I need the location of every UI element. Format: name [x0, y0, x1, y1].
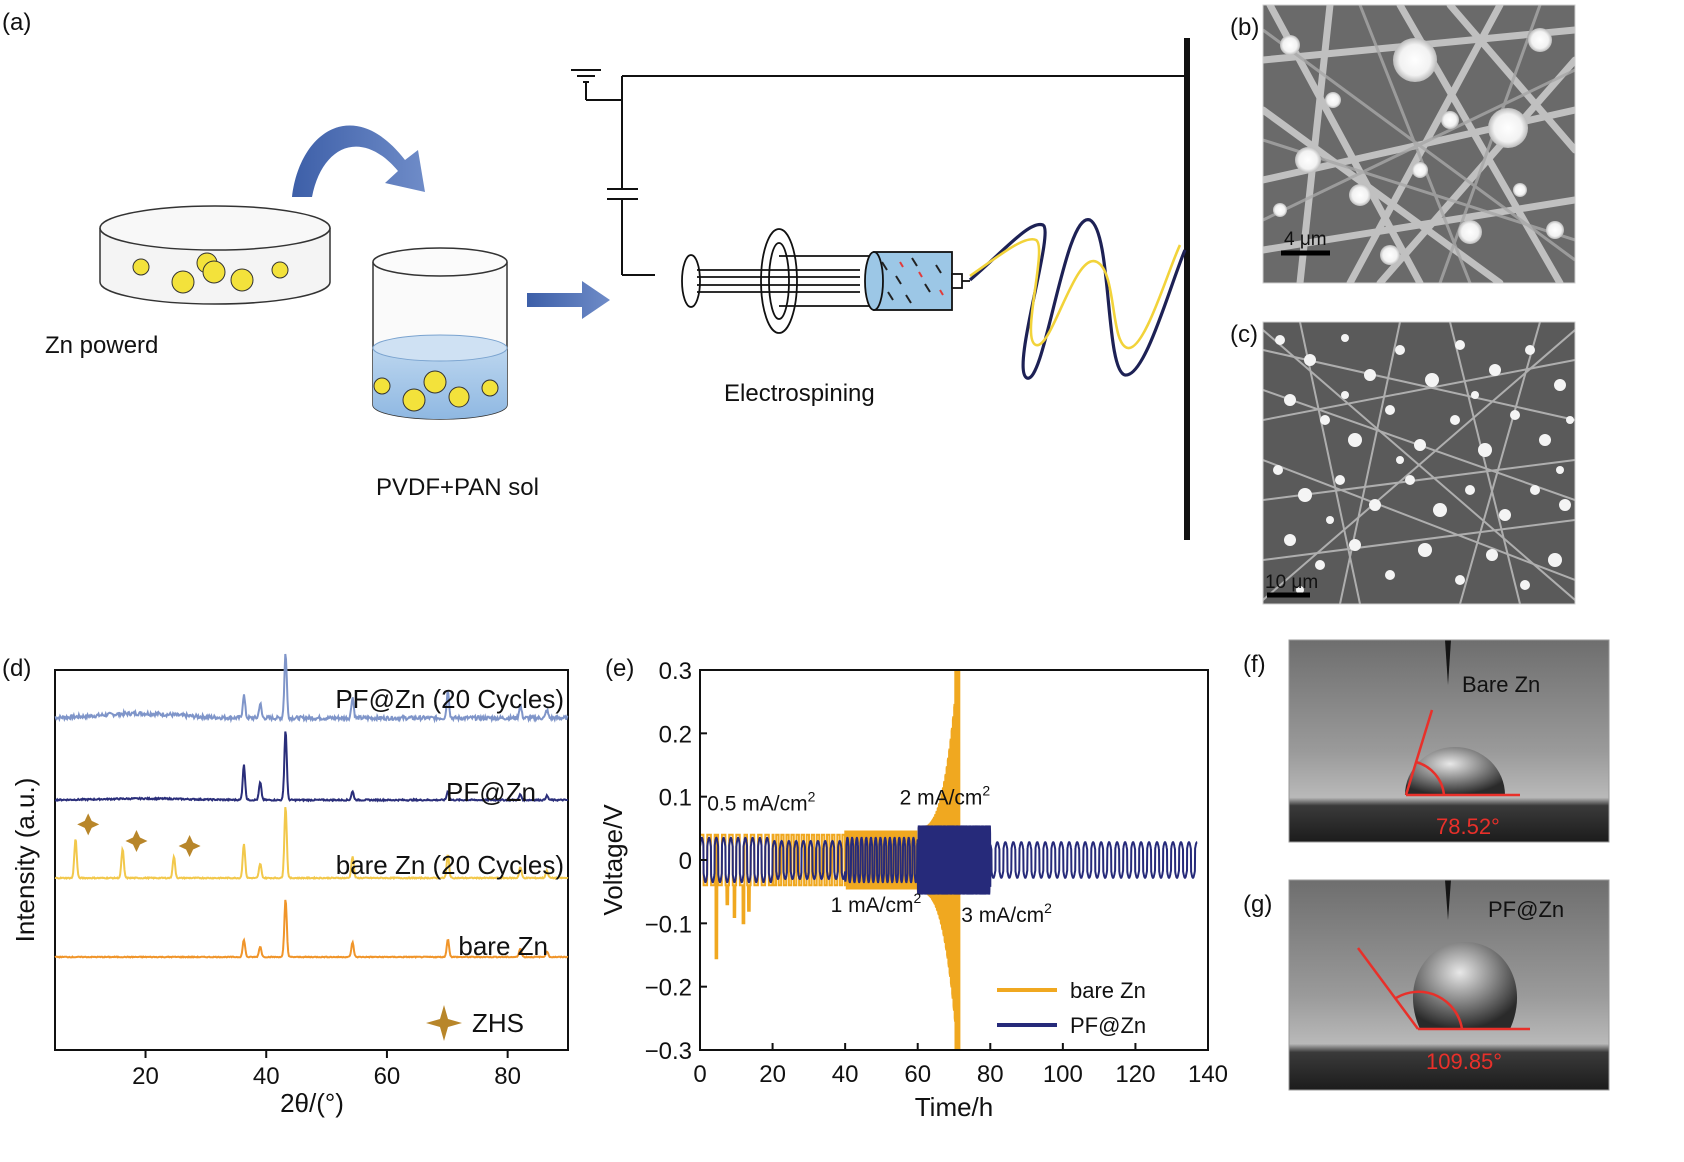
xrd-y-axis-label: Intensity (a.u.): [10, 778, 40, 943]
right-arrow-icon: [527, 281, 610, 319]
voltage-x-axis-label: Time/h: [915, 1092, 994, 1122]
voltage-y-tick-label: −0.3: [645, 1038, 692, 1065]
panel-label-c: (c): [1230, 321, 1258, 348]
panel-label-f: (f): [1243, 651, 1266, 678]
current-density-annotation: 3 mA/cm2: [961, 900, 1052, 927]
voltage-y-tick-label: 0.1: [659, 785, 692, 812]
voltage-lines-group: [699, 669, 1198, 1051]
curved-arrow-icon: [292, 125, 425, 197]
panel-label-d: (d): [2, 655, 31, 682]
solution-label: PVDF+PAN sol: [376, 474, 539, 501]
xrd-zhs-legend: ZHS: [426, 1005, 524, 1041]
xrd-line-pfzn: [54, 731, 569, 803]
panel-e: (e) 0 20 40 60 80 100 120 140 −0.3 −0.2 −0.1 0 0.1 0.…: [598, 655, 1228, 1122]
zn-powder-label: Zn powerd: [45, 332, 158, 359]
scale-label-c: 10 μm: [1265, 572, 1318, 593]
panel-c: (c): [1230, 321, 1576, 605]
angle-lines-g: [1356, 947, 1530, 1031]
zhs-marker-icon: [125, 829, 148, 852]
legend-label-pf-zn: PF@Zn: [1070, 1013, 1146, 1038]
petri-dish-icon: [99, 205, 331, 305]
current-density-annotation: 1 mA/cm2: [831, 890, 922, 917]
electrospinning-label: Electrospining: [724, 380, 875, 407]
zhs-marker-icon: [178, 835, 201, 857]
voltage-annotations: 0.5 mA/cm2 2 mA/cm2 1 mA/cm2 3 mA/cm2: [707, 782, 1052, 927]
contact-angle-image-f: [1289, 640, 1609, 842]
legend-label-bare-zn: bare Zn: [1070, 978, 1146, 1003]
xrd-line-bare-cycled: [54, 807, 569, 881]
zhs-star-icon: [426, 1005, 462, 1041]
voltage-x-tick-label: 40: [832, 1061, 859, 1088]
xrd-x-tick-label: 20: [132, 1063, 159, 1090]
xrd-frame: [54, 669, 569, 1051]
sem-image-c: [1263, 322, 1575, 604]
panel-label-b: (b): [1230, 14, 1259, 41]
voltage-x-tick-label: 80: [977, 1061, 1004, 1088]
panel-d: (d) 20 40 60 80 2θ/(°) Intensity (a.u.) PF@…: [2, 653, 569, 1118]
voltage-y-tick-label: −0.2: [645, 975, 692, 1002]
circuit-wiring: [571, 69, 1187, 276]
angle-lines-f: [1404, 709, 1520, 797]
current-density-annotation: 0.5 mA/cm2: [707, 789, 815, 816]
current-density-annotation: 2 mA/cm2: [900, 782, 991, 809]
xrd-x-tick-label: 40: [253, 1063, 280, 1090]
voltage-x-tick-label: 0: [693, 1061, 706, 1088]
pf-zn-label-g: PF@Zn: [1488, 897, 1564, 922]
xrd-line-bare: [54, 899, 569, 959]
xrd-series-group: [54, 653, 569, 959]
voltage-y-axis-label: Voltage/V: [598, 804, 628, 916]
voltage-line-bare-zn: [700, 669, 961, 1051]
xrd-series-labels: PF@Zn (20 Cycles) PF@Zn bare Zn (20 Cycl…: [335, 684, 564, 961]
voltage-legend: bare Zn PF@Zn: [997, 978, 1146, 1038]
voltage-x-tick-label: 20: [759, 1061, 786, 1088]
xrd-x-tick-label: 60: [374, 1063, 401, 1090]
panel-f: (f) Bare Zn 78.52°: [1243, 639, 1610, 843]
voltage-line-pf-zn: [699, 825, 1198, 895]
bare-zn-label-f: Bare Zn: [1462, 672, 1540, 697]
contact-angle-image-g: [1289, 880, 1609, 1090]
voltage-y-tick-label: 0.3: [659, 658, 692, 685]
voltage-x-tick-label: 100: [1043, 1061, 1083, 1088]
voltage-x-tick-label: 120: [1115, 1061, 1155, 1088]
beaker-icon: [372, 247, 508, 420]
voltage-x-tick-label: 140: [1188, 1061, 1228, 1088]
sem-image-b: [1263, 5, 1575, 283]
xrd-label-pfzn: PF@Zn: [446, 777, 536, 807]
voltage-y-tick-label: 0.2: [659, 721, 692, 748]
zhs-marker-icon: [77, 813, 100, 836]
scale-label-b: 4 μm: [1284, 229, 1327, 250]
voltage-axes: 0 20 40 60 80 100 120 140 −0.3 −0.2 −0.1 0 0.1 0.2 0.3: [645, 658, 1228, 1088]
fiber-jet-dark: [968, 218, 1187, 380]
panel-b: (b): [1230, 4, 1576, 284]
zhs-legend-label: ZHS: [472, 1008, 524, 1038]
panel-label-a: (a): [2, 9, 31, 36]
xrd-x-tick-label: 80: [494, 1063, 521, 1090]
xrd-x-axis-label: 2θ/(°): [280, 1088, 344, 1118]
xrd-line-pfzn-cycled: [54, 653, 569, 724]
xrd-x-axis: 20 40 60 80: [132, 1050, 521, 1090]
xrd-label-bare-cycled: bare Zn (20 Cycles): [336, 850, 564, 880]
voltage-x-tick-label: 60: [904, 1061, 931, 1088]
angle-value-f: 78.52°: [1436, 814, 1500, 839]
panel-a: (a) Zn powerd PVDF+PAN sol: [2, 9, 1190, 540]
panel-label-e: (e): [605, 655, 634, 682]
xrd-label-bare: bare Zn: [458, 931, 548, 961]
xrd-label-pfzn-cycled: PF@Zn (20 Cycles): [335, 684, 564, 714]
angle-value-g: 109.85°: [1426, 1049, 1502, 1074]
syringe-icon: [681, 228, 970, 334]
voltage-y-tick-label: −0.1: [645, 911, 692, 938]
fiber-jet-yellow: [969, 237, 1182, 350]
panel-g: (g) PF@Zn 109.85°: [1243, 879, 1610, 1091]
panel-label-g: (g): [1243, 891, 1272, 918]
voltage-y-tick-label: 0: [679, 848, 692, 875]
